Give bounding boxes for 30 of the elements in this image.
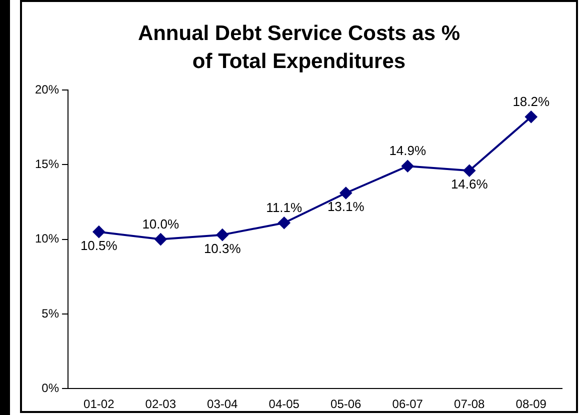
y-tick-label: 5% — [42, 306, 60, 320]
x-tick-label: 04-05 — [268, 397, 300, 412]
point — [154, 233, 167, 246]
data-label: 11.1% — [266, 200, 303, 215]
x-tick-label: 06-07 — [392, 397, 424, 412]
point — [92, 226, 105, 238]
y-tick-label: 20% — [34, 82, 60, 96]
y-tick-label: 15% — [34, 156, 60, 171]
point — [463, 164, 476, 177]
point — [525, 110, 538, 123]
x-tick-label: 05-06 — [330, 397, 362, 412]
x-tick-label: 03-04 — [207, 397, 238, 412]
data-label: 10.5% — [80, 238, 118, 253]
y-tick-label: 0% — [42, 380, 60, 395]
data-label: 13.1% — [327, 199, 365, 214]
x-tick-label: 01-02 — [84, 397, 115, 412]
point — [340, 187, 352, 200]
point — [216, 228, 228, 241]
x-tick-label: 02-03 — [145, 397, 176, 412]
point — [278, 216, 290, 229]
data-label: 14.9% — [389, 143, 426, 158]
data-label: 10.3% — [204, 240, 242, 256]
data-label: 10.0% — [142, 216, 180, 232]
data-label: 18.2% — [512, 94, 550, 109]
point — [402, 160, 414, 172]
y-tick-label: 10% — [34, 232, 60, 246]
x-tick-label: 07-08 — [454, 397, 486, 412]
data-label: 14.6% — [450, 176, 488, 192]
chart-title: Annual Debt Service Costs as % of Total Expenditures — [136, 21, 462, 75]
x-tick-label: 08-09 — [516, 397, 547, 412]
